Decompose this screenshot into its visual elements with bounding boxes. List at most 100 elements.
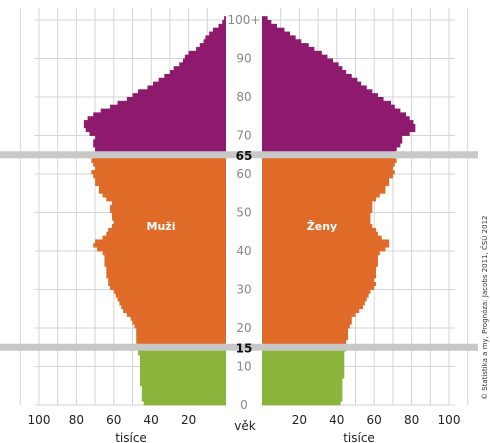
bar-muzi-age-73 <box>83 120 226 125</box>
bar-muzi-age-75 <box>93 112 226 117</box>
bar-muzi-age-45 <box>108 227 226 233</box>
bar-zeny-age-55 <box>262 189 386 194</box>
bar-zeny-age-89 <box>262 58 334 63</box>
bar-muzi-age-51 <box>110 204 226 210</box>
bar-muzi-age-94 <box>203 39 226 44</box>
bar-zeny-age-59 <box>262 174 393 179</box>
bar-zeny-age-25 <box>262 304 363 310</box>
bar-muzi-age-60 <box>91 170 226 175</box>
bar-zeny-age-7 <box>262 374 345 379</box>
bar-muzi-age-49 <box>111 212 226 217</box>
bar-zeny-age-85 <box>262 73 352 79</box>
series-label-muzi: Muži <box>147 220 176 233</box>
bar-muzi-age-72 <box>83 123 226 129</box>
bar-muzi-age-46 <box>111 224 226 229</box>
bar-muzi-age-84 <box>158 77 226 82</box>
x-tick-right: 60 <box>367 413 382 427</box>
bar-muzi-age-3 <box>141 389 226 394</box>
bar-zeny-age-43 <box>262 235 382 240</box>
bar-zeny-age-19 <box>262 328 349 333</box>
source-note: © Statistika a my, Prognóza: Jacobs 2011… <box>480 216 489 400</box>
bar-zeny-age-34 <box>262 270 377 275</box>
bar-zeny-age-54 <box>262 193 380 198</box>
bar-muzi-age-29 <box>113 289 226 294</box>
bar-muzi-age-9 <box>139 366 226 371</box>
bar-zeny-age-42 <box>262 239 390 244</box>
bar-muzi-age-34 <box>106 270 226 275</box>
bar-zeny-age-12 <box>262 354 345 360</box>
bar-muzi-age-26 <box>119 301 226 306</box>
bar-zeny-age-69 <box>262 135 403 140</box>
female-bars <box>262 16 416 406</box>
bar-zeny-age-81 <box>262 89 373 94</box>
bar-muzi-age-8 <box>139 370 226 375</box>
bar-muzi-age-6 <box>139 378 226 383</box>
bar-zeny-age-4 <box>262 385 343 390</box>
bar-muzi-age-13 <box>138 351 226 356</box>
bar-muzi-age-28 <box>115 293 226 298</box>
bar-zeny-age-72 <box>262 123 416 129</box>
bar-muzi-age-36 <box>104 262 226 267</box>
bar-zeny-age-78 <box>262 100 392 106</box>
bar-zeny-age-13 <box>262 351 345 356</box>
bar-zeny-age-0 <box>262 401 341 406</box>
bar-zeny-age-95 <box>262 35 296 40</box>
age-tick-label: 30 <box>236 283 251 297</box>
bar-muzi-age-2 <box>141 393 226 398</box>
bar-muzi-age-57 <box>95 181 226 186</box>
bar-zeny-age-31 <box>262 281 377 287</box>
bar-muzi-age-88 <box>179 62 226 67</box>
bar-zeny-age-71 <box>262 127 416 133</box>
bar-zeny-age-27 <box>262 297 367 302</box>
bar-zeny-age-47 <box>262 220 371 225</box>
bar-zeny-age-58 <box>262 177 390 183</box>
series-label-zeny: Ženy <box>307 220 337 233</box>
bar-zeny-age-46 <box>262 224 373 229</box>
bar-zeny-age-17 <box>262 335 349 340</box>
bar-muzi-age-85 <box>164 73 226 79</box>
bar-zeny-age-99 <box>262 20 272 25</box>
bar-muzi-age-44 <box>106 231 226 236</box>
bar-muzi-age-79 <box>126 97 226 102</box>
bar-zeny-age-28 <box>262 293 369 298</box>
bar-zeny-age-8 <box>262 370 345 375</box>
age-tick-label: 40 <box>236 244 251 258</box>
bar-muzi-age-81 <box>138 89 226 94</box>
bar-zeny-age-91 <box>262 50 322 56</box>
bar-muzi-age-80 <box>132 93 226 98</box>
bar-zeny-age-38 <box>262 254 378 260</box>
bar-zeny-age-29 <box>262 289 371 294</box>
x-tick-left: 80 <box>69 413 84 427</box>
separator-line-15 <box>0 343 478 351</box>
bar-muzi-age-69 <box>95 135 226 140</box>
bar-muzi-age-67 <box>93 143 226 148</box>
bar-zeny-age-87 <box>262 66 343 71</box>
bar-zeny-age-5 <box>262 381 343 387</box>
bar-muzi-age-39 <box>102 251 226 256</box>
bar-muzi-age-71 <box>85 127 226 133</box>
bar-muzi-age-21 <box>132 320 226 325</box>
bar-muzi-age-5 <box>139 381 226 387</box>
bar-muzi-age-48 <box>111 216 226 221</box>
x-axis: 100 80 60 40 20 20 40 60 80 100 <box>28 413 461 427</box>
bar-muzi-age-93 <box>199 43 226 48</box>
bar-muzi-age-91 <box>188 50 226 56</box>
age-tick-label: 0 <box>240 398 248 412</box>
age-tick-label: 10 <box>236 360 251 374</box>
bar-muzi-age-82 <box>147 85 226 90</box>
x-tick-left: 60 <box>106 413 121 427</box>
axis-center-label: věk <box>234 419 255 433</box>
age-tick-label: 90 <box>236 52 251 66</box>
bar-zeny-age-33 <box>262 274 377 279</box>
bar-zeny-age-82 <box>262 85 367 90</box>
bar-zeny-age-84 <box>262 77 358 82</box>
bar-muzi-age-87 <box>173 66 226 71</box>
bar-zeny-age-86 <box>262 70 347 75</box>
bar-muzi-age-33 <box>106 274 226 279</box>
bar-zeny-age-66 <box>262 147 397 152</box>
bar-zeny-age-20 <box>262 324 350 329</box>
bar-muzi-age-77 <box>110 104 226 109</box>
bar-zeny-age-6 <box>262 378 343 383</box>
bar-zeny-age-57 <box>262 181 390 186</box>
